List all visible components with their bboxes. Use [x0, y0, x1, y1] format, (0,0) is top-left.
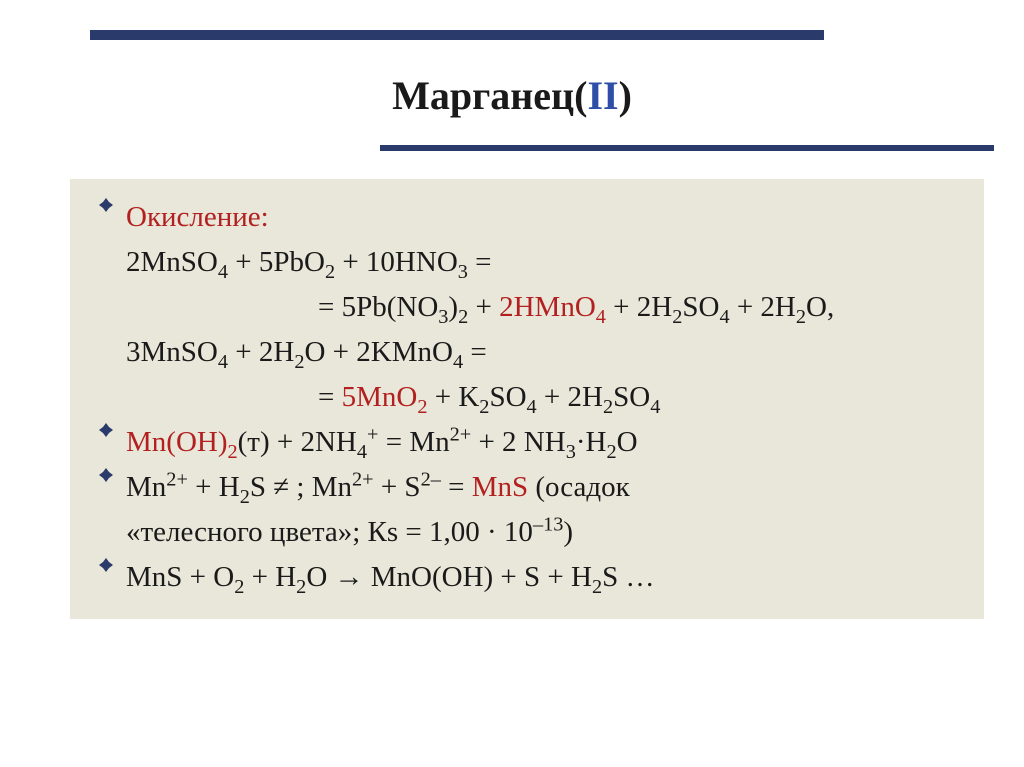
mid-rule	[380, 145, 994, 151]
eq1-lhs: 2MnSO4 + 5PbO2 + 10HNO3 =	[98, 240, 964, 285]
eq1-rhs: = 5Pb(NO3)2 + 2HMnO4 + 2H2SO4 + 2H2O,	[98, 285, 964, 330]
bullet-icon	[98, 197, 126, 213]
eq2-rhs-text: = 5MnO2 + K2SO4 + 2H2SO4	[318, 375, 660, 420]
title-text-main: Марганец(	[392, 73, 587, 118]
eq2-lhs-text: 3MnSO4 + 2H2O + 2KMnO4 =	[126, 330, 487, 375]
heading-text: Окисление:	[126, 195, 269, 240]
eq4-a: Mn2+ + H2S ≠ ; Mn2+ + S2– = MnS (осадок	[98, 465, 964, 510]
eq2-rhs: = 5MnO2 + K2SO4 + 2H2SO4	[98, 375, 964, 420]
content-box: Окисление: 2MnSO4 + 5PbO2 + 10HNO3 = = 5…	[70, 179, 984, 619]
heading-oxidation: Окисление:	[98, 195, 964, 240]
bullet-icon	[98, 557, 126, 573]
page-title: Марганец(II)	[392, 72, 632, 119]
eq1-lhs-text: 2MnSO4 + 5PbO2 + 10HNO3 =	[126, 240, 492, 285]
top-rule	[90, 30, 824, 40]
eq5-text: MnS + O2 + H2O → MnO(OH) + S + H2S …	[126, 555, 655, 600]
eq1-rhs-text: = 5Pb(NO3)2 + 2HMnO4 + 2H2SO4 + 2H2O,	[318, 285, 834, 330]
title-wrap: Марганец(II)	[30, 72, 994, 119]
bullet-icon	[98, 467, 126, 483]
bullet-icon	[98, 422, 126, 438]
eq3-text: Mn(OH)2(т) + 2NH4+ = Mn2+ + 2 NH3·H2O	[126, 420, 638, 465]
title-close: )	[619, 73, 632, 118]
eq5: MnS + O2 + H2O → MnO(OH) + S + H2S …	[98, 555, 964, 600]
eq4-b: «телесного цвета»; Кs = 1,00 · 10–13)	[98, 510, 964, 555]
slide: Марганец(II) Окисление: 2MnSO4 + 5PbO2 +…	[0, 0, 1024, 767]
eq4-a-text: Mn2+ + H2S ≠ ; Mn2+ + S2– = MnS (осадок	[126, 465, 630, 510]
eq3: Mn(OH)2(т) + 2NH4+ = Mn2+ + 2 NH3·H2O	[98, 420, 964, 465]
eq4-b-text: «телесного цвета»; Кs = 1,00 · 10–13)	[126, 510, 573, 555]
title-roman: II	[587, 73, 618, 118]
eq2-lhs: 3MnSO4 + 2H2O + 2KMnO4 =	[98, 330, 964, 375]
